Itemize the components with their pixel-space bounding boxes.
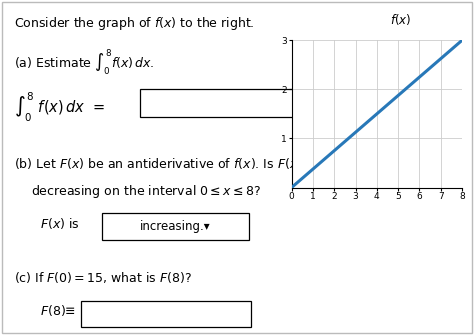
Text: decreasing on the interval $0 \leq x \leq 8$?: decreasing on the interval $0 \leq x \le… (31, 183, 261, 200)
Text: (c) If $F(0) = 15$, what is $F(8)$?: (c) If $F(0) = 15$, what is $F(8)$? (14, 270, 192, 285)
Text: $F(x)$ is: $F(x)$ is (40, 216, 80, 231)
Text: $f(x)$: $f(x)$ (390, 12, 411, 27)
Text: $\int_0^8$ $f(x)\,dx$  =: $\int_0^8$ $f(x)\,dx$ = (14, 90, 106, 124)
Text: increasing.▾: increasing.▾ (140, 220, 210, 233)
FancyBboxPatch shape (140, 89, 296, 117)
FancyBboxPatch shape (102, 213, 249, 240)
FancyBboxPatch shape (81, 301, 251, 327)
Text: (b) Let $F(x)$ be an antiderivative of $f(x)$. Is $F(x)$ increasing or: (b) Let $F(x)$ be an antiderivative of $… (14, 156, 389, 173)
Text: $F(8)$≡: $F(8)$≡ (40, 303, 76, 318)
Text: Consider the graph of $f(x)$ to the right.: Consider the graph of $f(x)$ to the righ… (14, 15, 255, 32)
Text: (a) Estimate $\int_0^8 f(x)\,dx$.: (a) Estimate $\int_0^8 f(x)\,dx$. (14, 47, 155, 77)
